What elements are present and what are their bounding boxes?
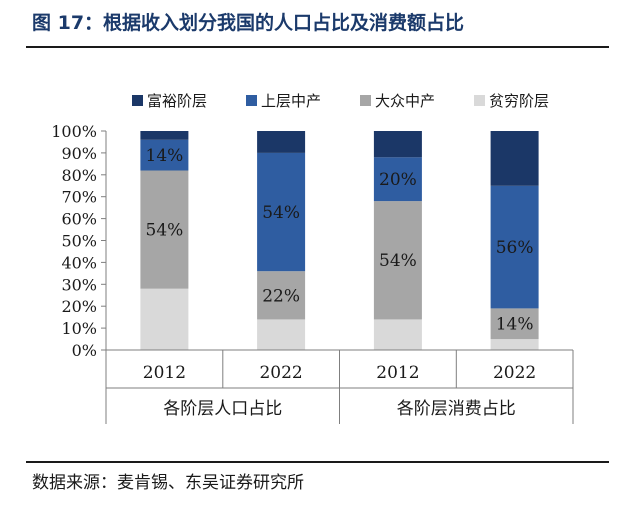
legend-swatch-0: [132, 95, 143, 106]
y-tick-label-0: 0%: [72, 341, 97, 360]
x-tick-label-1: 2022: [259, 363, 302, 383]
y-tick-label-9: 90%: [61, 144, 97, 163]
legend-label-3: 贫穷阶层: [489, 92, 549, 110]
legend: 富裕阶层 上层中产 大众中产 贫穷阶层: [132, 92, 549, 110]
bar-segment-2-0: [373, 319, 422, 350]
bar-segment-0-0: [140, 288, 189, 350]
legend-swatch-1: [246, 95, 257, 106]
y-tick-label-5: 50%: [61, 232, 97, 251]
legend-swatch-2: [360, 95, 371, 106]
data-labels: 54% 14% 22% 54% 54% 20% 14% 56%: [146, 146, 534, 335]
bar-segment-3-3: [490, 131, 539, 186]
x-axis: 2012 2022 2012 2022 各阶层人口占比 各阶层消费占比: [105, 349, 574, 424]
x-tick-label-2: 2012: [376, 363, 419, 383]
top-rule: [26, 46, 609, 48]
legend-swatch-3: [474, 95, 485, 106]
y-tick-label-10: 100%: [51, 122, 97, 141]
y-axis: 0% 10% 20% 30% 40% 50% 60% 70% 80% 90% 100%: [51, 122, 107, 360]
source-note: 数据来源：麦肯锡、东吴证券研究所: [32, 473, 304, 493]
data-label-5: 20%: [379, 170, 417, 190]
bar-segment-0-1: [140, 170, 189, 289]
bar-segment-2-3: [373, 131, 422, 158]
bottom-rule: [26, 461, 609, 463]
y-tick-label-3: 30%: [61, 275, 97, 294]
bar-segment-2-1: [373, 201, 422, 320]
data-label-7: 56%: [496, 238, 534, 258]
bar-segment-3-2: [490, 185, 539, 309]
bar-segment-1-3: [257, 131, 306, 153]
x-group-label-1: 各阶层消费占比: [397, 399, 516, 419]
y-tick-label-2: 20%: [61, 297, 97, 316]
bar-segment-0-2: [140, 139, 189, 171]
bar-segment-2-2: [373, 157, 422, 202]
bar-segment-1-0: [257, 319, 306, 350]
bar-segment-1-1: [257, 271, 306, 320]
y-tick-label-1: 10%: [61, 319, 97, 338]
data-label-1: 14%: [146, 146, 184, 166]
x-tick-label-3: 2022: [493, 363, 536, 383]
legend-label-0: 富裕阶层: [147, 92, 207, 110]
bar-segment-0-3: [140, 131, 189, 140]
data-label-3: 54%: [262, 203, 300, 223]
y-tick-label-4: 40%: [61, 253, 97, 272]
bar-segment-1-2: [257, 152, 306, 272]
bar-segment-3-1: [490, 308, 539, 340]
legend-label-1: 上层中产: [261, 92, 321, 110]
figure-title: 图 17：根据收入划分我国的人口占比及消费额占比: [32, 12, 465, 34]
bars: [140, 131, 539, 350]
y-tick-label-7: 70%: [61, 188, 97, 207]
data-label-2: 22%: [262, 286, 300, 306]
legend-label-2: 大众中产: [375, 92, 435, 110]
data-label-0: 54%: [146, 221, 184, 241]
data-label-4: 54%: [379, 251, 417, 271]
x-group-label-0: 各阶层人口占比: [163, 399, 282, 419]
x-tick-label-0: 2012: [143, 363, 186, 383]
y-tick-label-6: 60%: [61, 210, 97, 229]
data-label-6: 14%: [496, 315, 534, 335]
y-tick-label-8: 80%: [61, 166, 97, 185]
bar-segment-3-0: [490, 339, 539, 350]
